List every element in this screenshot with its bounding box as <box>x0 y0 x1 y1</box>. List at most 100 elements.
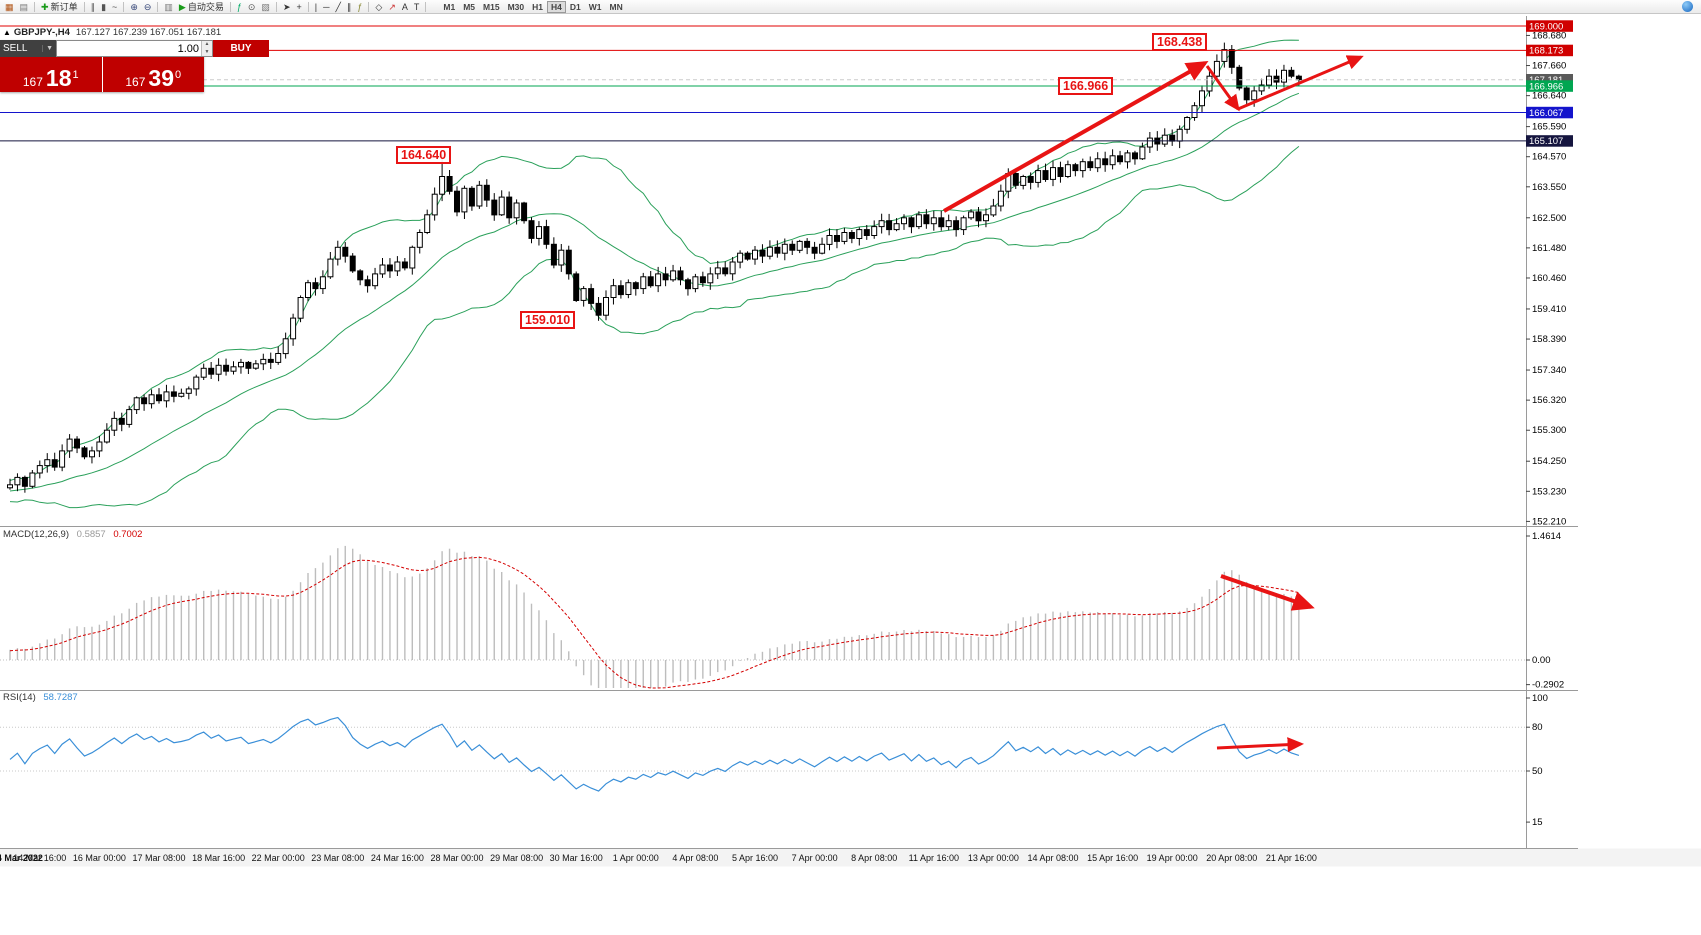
new-chart-icon: ▦ <box>5 1 14 12</box>
svg-text:15: 15 <box>1532 817 1543 828</box>
bollinger-lower-band <box>9 146 1300 509</box>
new-order-button[interactable]: ✚ 新订单 <box>38 1 81 13</box>
symbol-header: ▲ GBPJPY-,H4 167.127 167.239 167.051 167.1… <box>3 27 221 38</box>
buy-price-frac: 0 <box>175 69 182 81</box>
horizontal-line-button[interactable]: ─ <box>320 1 332 13</box>
timeframe-m1-button[interactable]: M1 <box>439 1 459 13</box>
bar-chart-button[interactable]: ∥ <box>88 1 99 13</box>
sell-price[interactable]: 167 18 1 <box>0 57 102 92</box>
periods-icon: ⊙ <box>247 1 256 12</box>
sell-price-big: 167 <box>22 75 43 89</box>
new-chart-button[interactable]: ▦ <box>2 1 17 13</box>
toolbar-separator <box>34 1 36 12</box>
notifications-icon[interactable] <box>1682 1 1693 12</box>
svg-text:8 Apr 08:00: 8 Apr 08:00 <box>851 853 897 863</box>
one-click-panel-toggle[interactable]: ▲ <box>3 28 11 37</box>
timeframe-h1-button[interactable]: H1 <box>528 1 547 13</box>
toolbar-separator <box>83 1 85 12</box>
time-axis-strip[interactable] <box>0 848 1701 867</box>
toolbar-separator <box>368 1 370 12</box>
candlestick-chart-button[interactable]: ▮ <box>98 1 109 13</box>
tile-windows-button[interactable]: ▥ <box>161 1 176 13</box>
svg-text:1.4614: 1.4614 <box>1532 531 1561 542</box>
rsi-line <box>9 716 1300 792</box>
label-button[interactable]: T <box>411 1 423 13</box>
auto-trading-button-label: 自动交易 <box>187 2 224 12</box>
macd-main-value: 0.5857 <box>76 529 106 540</box>
svg-text:24 Mar 16:00: 24 Mar 16:00 <box>371 853 424 863</box>
sell-button[interactable]: SELL ▼ <box>0 40 56 57</box>
vertical-line-button[interactable]: | <box>312 1 320 13</box>
timeframe-mn-button[interactable]: MN <box>606 1 627 13</box>
zoom-in-icon: ⊕ <box>130 1 138 12</box>
trend-arrow <box>1216 737 1304 753</box>
rsi-label: RSI(14) 58.7287 <box>3 692 78 703</box>
svg-text:166.067: 166.067 <box>1529 108 1563 119</box>
text-button[interactable]: A <box>399 1 411 13</box>
price-annotation: 166.966 <box>1058 77 1114 95</box>
line-chart-button[interactable]: ~ <box>109 1 120 13</box>
shapes-button[interactable]: ◇ <box>372 1 385 13</box>
trend-arrows <box>943 55 1364 753</box>
svg-text:168.173: 168.173 <box>1529 46 1563 57</box>
crosshair-icon: + <box>296 1 302 12</box>
svg-text:22 Mar 00:00: 22 Mar 00:00 <box>252 853 305 863</box>
crosshair-button[interactable]: + <box>293 1 304 13</box>
svg-text:169.000: 169.000 <box>1529 21 1563 32</box>
price-axis[interactable]: 168.680 167.660 166.640 165.590 164.570 163.5… <box>1526 20 1573 828</box>
svg-text:163.550: 163.550 <box>1532 182 1566 193</box>
svg-text:5 Apr 16:00: 5 Apr 16:00 <box>732 853 778 863</box>
volume-input[interactable] <box>57 41 201 56</box>
auto-trading-button[interactable]: ▶ 自动交易 <box>176 1 227 13</box>
fibonacci-icon: ƒ <box>357 1 363 12</box>
candlestick-chart-icon: ▮ <box>101 1 107 12</box>
templates-button[interactable]: ▧ <box>258 1 273 13</box>
toolbar: ▦ ▤ ✚ 新订单 ∥ ▮ ~ ⊕ ⊖ ▥ ▶ 自动交易 ƒ ⊙ ▧ ➤ + | ─ ╱ ∥ ƒ ◇ ↗ A T M1 M5 M15 M3… <box>0 0 1701 14</box>
svg-text:158.390: 158.390 <box>1532 334 1566 345</box>
svg-text:152.210: 152.210 <box>1532 516 1566 527</box>
toolbar-separator <box>307 1 309 12</box>
timeframe-d1-button[interactable]: D1 <box>566 1 585 13</box>
svg-text:166.640: 166.640 <box>1532 91 1566 102</box>
profiles-button[interactable]: ▤ <box>17 1 32 13</box>
zoom-out-button[interactable]: ⊖ <box>141 1 155 13</box>
timeframe-m5-button[interactable]: M5 <box>459 1 479 13</box>
chevron-down-icon[interactable]: ▼ <box>42 45 53 52</box>
price-annotation: 168.438 <box>1152 33 1208 51</box>
candles <box>7 42 1302 493</box>
svg-text:11 Apr 16:00: 11 Apr 16:00 <box>909 853 959 863</box>
svg-text:7 Apr 00:00: 7 Apr 00:00 <box>792 853 838 863</box>
volume-stepper[interactable]: ▲ ▼ <box>201 41 212 56</box>
indicators-icon: ƒ <box>236 1 242 12</box>
toolbar-separator <box>123 1 125 12</box>
svg-text:17 Mar 08:00: 17 Mar 08:00 <box>132 853 185 863</box>
svg-text:14 Mar 2022: 14 Mar 2022 <box>0 853 43 863</box>
indicators-button[interactable]: ƒ <box>234 1 245 13</box>
arrows-button[interactable]: ↗ <box>385 1 399 13</box>
buy-button[interactable]: BUY <box>213 40 269 57</box>
channel-icon: ∥ <box>346 1 352 12</box>
cursor-button[interactable]: ➤ <box>280 1 294 13</box>
timeframe-h4-button[interactable]: H4 <box>547 0 566 13</box>
channel-button[interactable]: ∥ <box>344 1 355 13</box>
label-icon: T <box>413 1 420 12</box>
stepper-down-icon[interactable]: ▼ <box>202 48 212 56</box>
one-click-trading-panel: SELL ▼ ▲ ▼ BUY 167 18 1 167 39 0 <box>0 40 269 92</box>
timeframe-w1-button[interactable]: W1 <box>585 1 606 13</box>
timeframe-m15-button[interactable]: M15 <box>479 1 504 13</box>
trendline-button[interactable]: ╱ <box>332 1 343 13</box>
svg-text:155.300: 155.300 <box>1532 425 1566 436</box>
timeframe-m30-button[interactable]: M30 <box>504 1 529 13</box>
rsi-value: 58.7287 <box>43 692 78 703</box>
periods-button[interactable]: ⊙ <box>245 1 259 13</box>
fibonacci-button[interactable]: ƒ <box>354 1 365 13</box>
svg-text:14 Mar 16:00: 14 Mar 16:00 <box>13 853 66 863</box>
svg-text:14 Apr 08:00: 14 Apr 08:00 <box>1027 853 1078 863</box>
buy-price[interactable]: 167 39 0 <box>102 57 204 92</box>
stepper-up-icon[interactable]: ▲ <box>202 41 212 49</box>
zoom-in-button[interactable]: ⊕ <box>127 1 141 13</box>
vertical-line-icon: | <box>314 1 318 12</box>
